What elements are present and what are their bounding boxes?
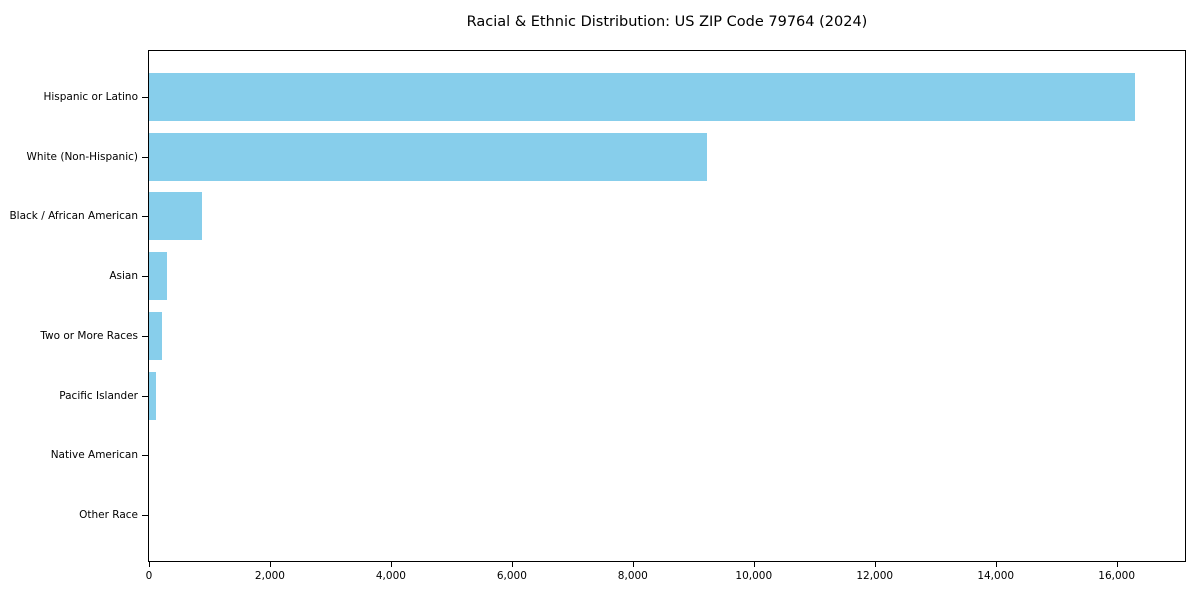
bar-asian: [149, 252, 168, 301]
y-axis-tick: [142, 276, 148, 278]
y-tick-label-native-american: Native American: [50, 449, 138, 462]
y-axis-tick: [142, 395, 148, 397]
y-tick-label-hispanic-or-latino: Hispanic or Latino: [43, 91, 138, 103]
y-axis-tick: [142, 156, 148, 158]
x-tick-label-16000: 16,000: [1098, 570, 1136, 582]
plot-area: [148, 50, 1186, 562]
y-tick-label-black-african-american: Black / African American: [9, 210, 138, 223]
y-tick-label-white-non-hispanic: White (Non-Hispanic): [26, 150, 138, 163]
x-axis-tick: [874, 562, 876, 567]
x-tick-label-14000: 14,000: [977, 570, 1015, 582]
y-axis-tick: [142, 455, 148, 457]
x-tick-label-8000: 8,000: [617, 570, 648, 582]
bar-black-african-american: [149, 192, 202, 241]
chart-title: Racial & Ethnic Distribution: US ZIP Cod…: [466, 14, 868, 30]
bar-white-non-hispanic: [149, 132, 708, 181]
x-axis-tick: [753, 562, 755, 567]
x-axis-tick: [149, 562, 150, 567]
x-axis-tick: [269, 562, 271, 567]
x-tick-label-12000: 12,000: [856, 570, 894, 582]
x-tick-label-2000: 2,000: [254, 570, 285, 582]
x-axis-tick: [511, 562, 513, 567]
x-axis-tick: [995, 562, 997, 567]
y-axis-tick: [142, 515, 148, 516]
y-axis-tick: [142, 335, 148, 337]
bar-pacific-islander: [149, 371, 156, 420]
y-tick-label-other-race: Other Race: [79, 509, 138, 521]
y-tick-label-pacific-islander: Pacific Islander: [59, 389, 138, 402]
y-axis-tick: [142, 216, 148, 218]
x-axis-tick: [390, 562, 392, 567]
x-tick-label-4000: 4,000: [375, 570, 406, 582]
x-tick-label-10000: 10,000: [735, 570, 773, 582]
y-axis-tick: [142, 97, 148, 98]
x-axis-tick: [632, 562, 634, 567]
bar-two-or-more-races: [149, 311, 162, 360]
y-tick-label-two-or-more-races: Two or More Races: [40, 329, 138, 342]
x-axis-tick: [1116, 562, 1118, 567]
x-tick-label-6000: 6,000: [496, 570, 527, 582]
y-tick-label-asian: Asian: [109, 270, 138, 283]
x-tick-label-0: 0: [145, 570, 153, 582]
bar-hispanic-or-latino: [149, 73, 1135, 121]
